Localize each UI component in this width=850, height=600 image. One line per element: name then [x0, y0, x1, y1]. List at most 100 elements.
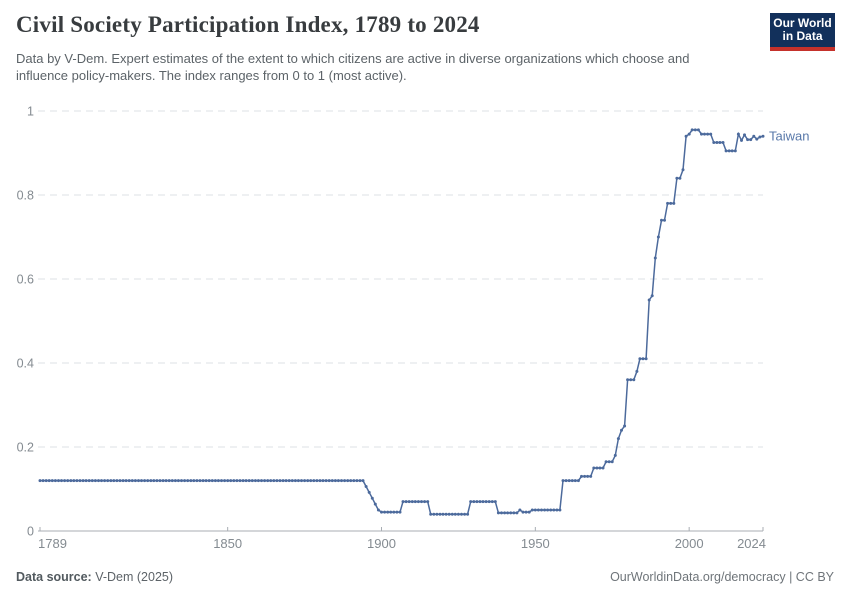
- data-point: [220, 479, 223, 483]
- data-point: [124, 479, 128, 483]
- x-tick-label: 1900: [367, 536, 396, 551]
- data-point: [229, 479, 233, 483]
- data-point: [620, 428, 623, 432]
- data-point: [423, 500, 427, 504]
- data-point: [656, 235, 660, 239]
- x-tick-label: 1850: [213, 536, 242, 551]
- data-point: [727, 149, 731, 153]
- data-point: [623, 424, 627, 428]
- data-source: Data source: V-Dem (2025): [16, 570, 173, 584]
- data-point: [207, 479, 211, 483]
- data-point: [706, 132, 710, 136]
- y-tick-label: 0.8: [17, 189, 34, 203]
- data-point: [524, 510, 528, 514]
- data-point: [330, 479, 334, 483]
- data-point: [592, 466, 596, 470]
- data-point: [410, 500, 414, 504]
- data-point: [306, 479, 310, 483]
- data-point: [210, 479, 214, 483]
- data-point: [183, 479, 187, 483]
- data-point: [53, 479, 57, 483]
- data-point: [650, 294, 654, 298]
- data-point: [253, 479, 257, 483]
- data-point: [204, 479, 208, 483]
- data-point: [613, 453, 617, 457]
- data-point: [392, 510, 396, 514]
- data-point: [416, 500, 420, 504]
- data-point: [364, 485, 368, 488]
- data-point: [429, 512, 433, 516]
- data-point: [475, 500, 479, 504]
- data-point: [60, 479, 63, 483]
- data-point: [496, 511, 500, 515]
- data-point: [189, 479, 193, 483]
- data-point: [561, 479, 565, 483]
- data-point: [97, 479, 100, 483]
- data-point: [386, 510, 390, 514]
- data-point: [595, 466, 599, 470]
- data-point: [570, 479, 574, 483]
- data-point: [663, 218, 666, 222]
- data-point: [681, 168, 685, 172]
- data-point: [87, 479, 91, 483]
- data-point: [700, 132, 703, 136]
- data-point: [50, 479, 54, 483]
- data-point: [186, 479, 190, 483]
- data-point: [38, 479, 42, 483]
- data-point: [675, 176, 679, 180]
- data-point: [678, 176, 682, 180]
- data-point: [300, 479, 303, 483]
- data-point: [586, 474, 590, 478]
- data-point: [404, 500, 408, 504]
- data-point: [500, 511, 503, 515]
- data-point: [580, 474, 583, 478]
- data-point: [333, 479, 337, 483]
- data-point: [121, 479, 125, 483]
- data-point: [318, 479, 322, 483]
- data-point: [693, 128, 697, 132]
- data-point: [44, 479, 48, 483]
- data-point: [152, 479, 156, 483]
- owid-logo: Our World in Data: [770, 13, 835, 51]
- data-point: [263, 479, 267, 483]
- data-point: [161, 479, 165, 483]
- data-point: [527, 510, 531, 514]
- data-point: [290, 479, 294, 483]
- data-point: [158, 479, 162, 483]
- data-point: [327, 479, 331, 483]
- data-point: [103, 479, 107, 483]
- data-point: [247, 479, 251, 483]
- data-point: [93, 479, 97, 483]
- data-point: [647, 298, 651, 302]
- data-point: [167, 479, 171, 483]
- data-point: [684, 134, 688, 138]
- data-point: [133, 479, 137, 483]
- data-point: [232, 479, 236, 483]
- data-point: [420, 500, 423, 504]
- data-point: [355, 479, 359, 483]
- data-point: [546, 508, 550, 512]
- data-point: [552, 508, 556, 512]
- data-point: [626, 378, 630, 382]
- data-point: [235, 479, 239, 483]
- data-point: [250, 479, 254, 483]
- data-point: [441, 512, 445, 516]
- data-point: [690, 128, 694, 132]
- data-point: [106, 479, 110, 483]
- data-point: [564, 479, 568, 483]
- x-tick-label: 2024: [737, 536, 766, 551]
- data-point: [638, 357, 642, 361]
- data-point: [749, 138, 753, 142]
- data-point: [653, 256, 657, 260]
- data-point: [635, 369, 639, 373]
- data-point: [90, 479, 94, 483]
- data-point: [493, 500, 497, 504]
- data-point: [176, 479, 180, 483]
- owid-logo-line2: in Data: [782, 29, 823, 43]
- data-point: [293, 479, 297, 483]
- data-point: [336, 479, 340, 483]
- data-point: [198, 479, 202, 483]
- data-point: [589, 474, 593, 478]
- data-point: [601, 466, 605, 470]
